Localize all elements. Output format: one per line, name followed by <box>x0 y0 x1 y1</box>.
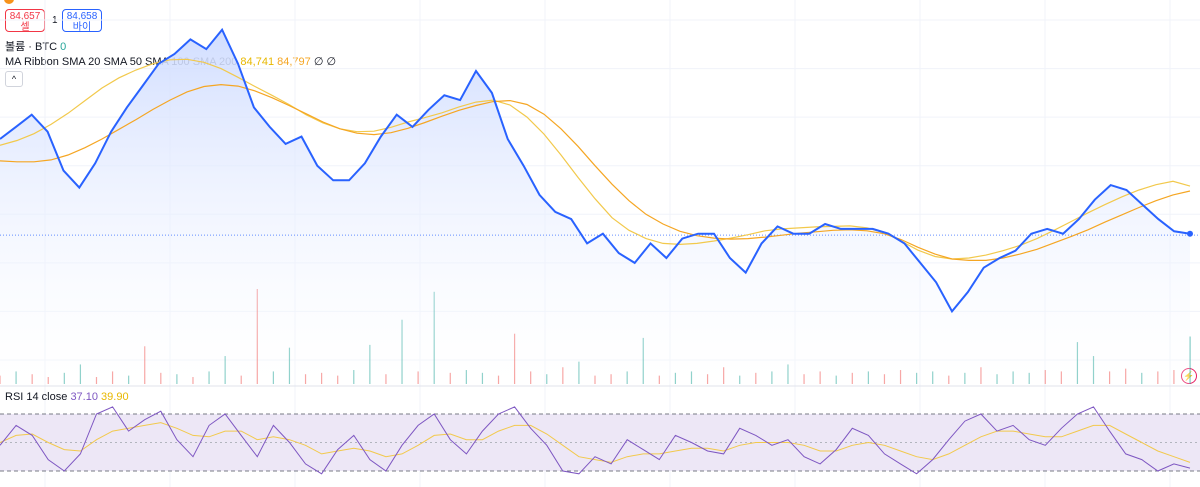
rsi-ma-line <box>0 422 1191 463</box>
volume-legend[interactable]: 볼륨 · BTC 0 <box>5 38 66 54</box>
buy-label: 바이 <box>72 22 92 33</box>
moving-averages <box>0 58 1191 261</box>
volume-legend-label: 볼륨 · BTC <box>5 41 58 53</box>
rsi-legend[interactable]: RSI 14 close 37.10 39.90 <box>5 391 129 403</box>
collapse-legend-button[interactable]: ^ <box>5 71 23 87</box>
sell-label: 셀 <box>20 22 30 33</box>
rsi-line <box>0 406 1191 475</box>
rsi-legend-label: RSI 14 close <box>5 391 68 403</box>
symbol-row[interactable] <box>4 0 14 4</box>
sma50-line <box>0 83 1191 261</box>
price-area-fill <box>0 29 1190 384</box>
last-price-dot <box>1187 230 1193 237</box>
sma20-line <box>0 58 1191 260</box>
price-line <box>0 27 1191 314</box>
sma20-value: 84,741 <box>240 56 275 68</box>
rsi-value: 37.10 <box>70 391 98 403</box>
rsi-ma-value: 39.90 <box>101 391 129 403</box>
buy-price: 84,658 <box>66 11 98 22</box>
sell-price: 84,657 <box>9 11 41 22</box>
sma200-value: ∅ <box>326 56 337 68</box>
sma50-value: 84,797 <box>277 56 311 68</box>
sma100-value: ∅ <box>313 56 324 68</box>
bitcoin-icon <box>4 0 14 4</box>
volume-legend-value: 0 <box>60 41 67 53</box>
